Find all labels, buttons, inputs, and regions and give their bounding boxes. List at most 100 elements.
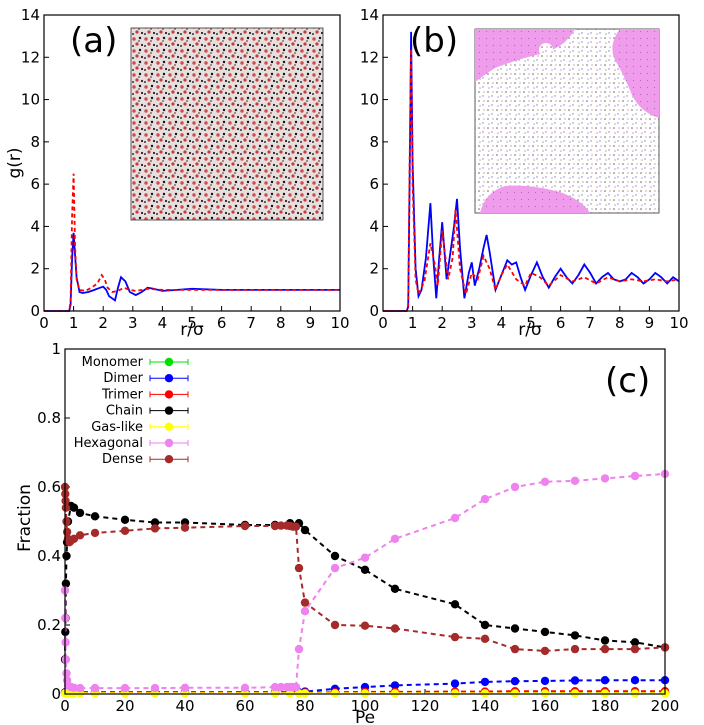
panel-b-frame bbox=[382, 14, 680, 312]
c-point-hexagonal bbox=[294, 644, 304, 654]
c-point-hexagonal bbox=[540, 477, 550, 486]
c-point-gas-like bbox=[270, 689, 280, 698]
panel-c-ylabel: Fraction bbox=[15, 484, 35, 552]
c-point-hexagonal bbox=[61, 655, 71, 664]
hex-hole bbox=[539, 43, 553, 57]
c-xtick-label: 140 bbox=[471, 697, 500, 715]
c-point-chain bbox=[150, 518, 160, 527]
c-point-gas-like bbox=[600, 689, 610, 698]
b-xtick-label: 8 bbox=[615, 314, 625, 332]
legend-label-dimer: Dimer bbox=[103, 371, 143, 386]
a-xtick-label: 3 bbox=[128, 314, 138, 332]
c-point-chain bbox=[450, 600, 460, 609]
c-ytick-label: 0.6 bbox=[37, 478, 61, 496]
panel-b-xlabel: r/σ bbox=[518, 320, 542, 340]
c-point-dense bbox=[600, 644, 610, 654]
c-point-dense bbox=[291, 522, 301, 531]
panel-c-label: (c) bbox=[605, 361, 650, 401]
c-point-chain bbox=[120, 515, 130, 524]
c-point-dense bbox=[62, 517, 71, 526]
a-xtick-label: 8 bbox=[276, 314, 286, 332]
panel-a-ylabel: g(r) bbox=[5, 147, 25, 178]
panel-c-xlabel: Pe bbox=[355, 708, 375, 725]
b-ytick-label: 0 bbox=[369, 302, 379, 320]
c-point-chain bbox=[300, 525, 310, 535]
c-ytick-label: 0.4 bbox=[37, 547, 61, 565]
c-point-hexagonal bbox=[390, 534, 400, 543]
a-xtick-label: 4 bbox=[158, 314, 168, 332]
a-xtick-label: 5 bbox=[187, 314, 197, 332]
c-point-dimer bbox=[510, 677, 520, 686]
c-point-gas-like bbox=[330, 689, 340, 698]
c-point-dense bbox=[390, 624, 400, 633]
c-point-chain bbox=[360, 565, 370, 574]
c-point-dimer bbox=[480, 677, 490, 687]
c-point-hexagonal bbox=[270, 682, 280, 692]
c-point-dense bbox=[300, 598, 310, 607]
c-xtick-label: 0 bbox=[60, 697, 70, 715]
c-point-hexagonal bbox=[69, 683, 79, 692]
c-point-gas-like bbox=[390, 689, 400, 698]
c-point-dense bbox=[630, 644, 640, 654]
panel-a-frame bbox=[43, 14, 341, 312]
c-point-hexagonal bbox=[300, 607, 310, 616]
a-ytick-label: 10 bbox=[21, 91, 40, 109]
b-xtick-label: 2 bbox=[437, 314, 447, 332]
a-ytick-label: 8 bbox=[30, 133, 40, 151]
c-point-chain bbox=[630, 638, 640, 647]
b-xtick-label: 4 bbox=[497, 314, 507, 332]
c-point-dense bbox=[270, 521, 280, 531]
c-xtick-label: 20 bbox=[115, 697, 134, 715]
legend-label-monomer: Monomer bbox=[82, 355, 144, 370]
legend-marker-hexagonal bbox=[164, 438, 174, 448]
c-point-gas-like bbox=[630, 689, 640, 698]
b-ytick-label: 2 bbox=[369, 260, 379, 278]
c-point-hexagonal bbox=[240, 683, 250, 692]
c-point-dense bbox=[240, 521, 250, 531]
c-line-hexagonal bbox=[64, 472, 666, 690]
c-point-gas-like bbox=[570, 689, 580, 698]
c-xtick-label: 100 bbox=[351, 697, 380, 715]
c-point-chain bbox=[330, 551, 340, 561]
c-point-chain bbox=[510, 624, 520, 633]
legend-label-trimer: Trimer bbox=[101, 387, 144, 402]
legend-marker-chain bbox=[164, 406, 174, 415]
b-xtick-label: 9 bbox=[645, 314, 655, 332]
c-point-hexagonal bbox=[276, 682, 286, 692]
a-ytick-label: 4 bbox=[30, 217, 40, 235]
c-point-chain bbox=[570, 631, 580, 640]
c-point-dense bbox=[480, 634, 490, 643]
c-xtick-label: 80 bbox=[295, 697, 314, 715]
c-point-dense bbox=[75, 531, 85, 540]
c-point-dense bbox=[360, 621, 370, 630]
panel-c: Fraction Pe 0 20 40 60 80 100 120 140 160 180 200 … bbox=[15, 340, 679, 725]
a-line-series-2 bbox=[44, 173, 340, 312]
a-xtick-label: 0 bbox=[39, 314, 49, 332]
c-xtick-label: 160 bbox=[531, 697, 560, 715]
a-xtick-label: 1 bbox=[69, 314, 79, 332]
c-point-gas-like bbox=[480, 689, 490, 698]
c-xtick-label: 40 bbox=[175, 697, 194, 715]
a-ytick-label: 12 bbox=[21, 48, 40, 66]
c-point-hexagonal bbox=[450, 513, 460, 523]
c-point-hexagonal bbox=[570, 476, 580, 485]
c-point-gas-like bbox=[450, 689, 460, 698]
c-point-chain bbox=[69, 503, 79, 512]
c-point-dense bbox=[150, 524, 160, 533]
hex-cluster-bottom bbox=[480, 185, 590, 213]
c-xtick-label: 180 bbox=[591, 697, 620, 715]
c-point-dimer bbox=[450, 679, 460, 688]
c-point-chain bbox=[90, 512, 100, 521]
legend-marker-trimer bbox=[164, 390, 174, 399]
c-point-hexagonal bbox=[90, 683, 100, 693]
b-ytick-label: 12 bbox=[360, 48, 379, 66]
c-point-hexagonal bbox=[630, 471, 640, 481]
c-point-dimer bbox=[630, 676, 640, 685]
legend-marker-dense bbox=[164, 455, 174, 464]
panel-a-inset-snapshot bbox=[130, 27, 324, 221]
c-xtick-label: 60 bbox=[235, 697, 254, 715]
c-point-chain bbox=[62, 551, 71, 561]
c-xtick-label: 200 bbox=[651, 697, 680, 715]
b-xtick-label: 6 bbox=[556, 314, 566, 332]
